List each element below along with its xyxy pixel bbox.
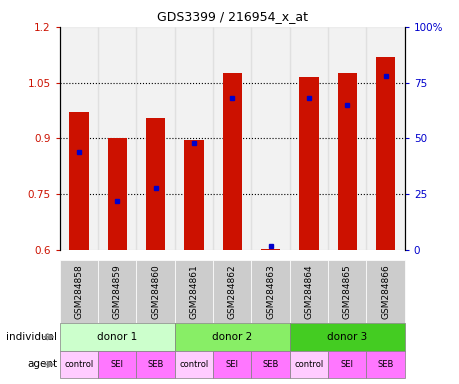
- Text: donor 1: donor 1: [97, 332, 137, 342]
- Bar: [366, 27, 404, 250]
- Bar: [327, 27, 366, 250]
- Text: donor 2: donor 2: [212, 332, 252, 342]
- Bar: [184, 140, 203, 250]
- Text: control: control: [64, 360, 93, 369]
- Text: GSM284866: GSM284866: [381, 264, 389, 319]
- Text: GSM284859: GSM284859: [112, 264, 122, 319]
- Bar: [69, 113, 89, 250]
- Text: donor 3: donor 3: [326, 332, 367, 342]
- Bar: [337, 73, 356, 250]
- Bar: [261, 249, 280, 250]
- Bar: [174, 27, 213, 250]
- Bar: [136, 27, 174, 250]
- Text: control: control: [179, 360, 208, 369]
- Bar: [60, 27, 98, 250]
- Bar: [107, 139, 127, 250]
- Text: SEI: SEI: [111, 360, 123, 369]
- Text: GSM284861: GSM284861: [189, 264, 198, 319]
- Text: control: control: [294, 360, 323, 369]
- Bar: [213, 27, 251, 250]
- Bar: [146, 118, 165, 250]
- Text: GSM284865: GSM284865: [342, 264, 351, 319]
- Text: SEB: SEB: [262, 360, 278, 369]
- Text: GSM284863: GSM284863: [266, 264, 274, 319]
- Bar: [375, 56, 394, 250]
- Text: GSM284858: GSM284858: [74, 264, 83, 319]
- Text: agent: agent: [27, 359, 57, 369]
- Text: GSM284862: GSM284862: [227, 264, 236, 319]
- Text: SEI: SEI: [340, 360, 353, 369]
- Text: GSM284860: GSM284860: [151, 264, 160, 319]
- Bar: [299, 77, 318, 250]
- Title: GDS3399 / 216954_x_at: GDS3399 / 216954_x_at: [157, 10, 307, 23]
- Text: SEI: SEI: [225, 360, 238, 369]
- Text: SEB: SEB: [147, 360, 163, 369]
- Text: SEB: SEB: [377, 360, 393, 369]
- Bar: [251, 27, 289, 250]
- Text: GSM284864: GSM284864: [304, 264, 313, 319]
- Bar: [98, 27, 136, 250]
- Bar: [222, 73, 241, 250]
- Bar: [289, 27, 327, 250]
- Text: individual: individual: [6, 332, 57, 342]
